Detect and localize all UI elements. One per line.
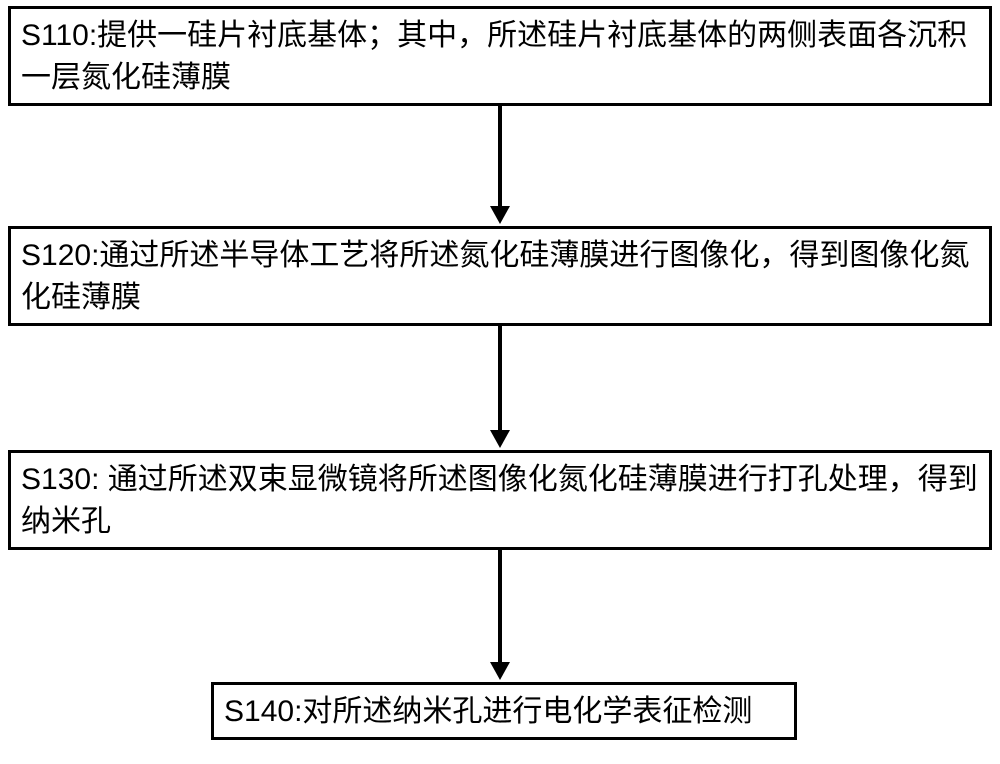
step-s140-text: S140:对所述纳米孔进行电化学表征检测	[224, 695, 752, 728]
arrow-2-line	[498, 326, 502, 430]
step-s130: S130: 通过所述双束显微镜将所述图像化氮化硅薄膜进行打孔处理，得到纳米孔	[8, 450, 992, 550]
flowchart-container: S110:提供一硅片衬底基体；其中，所述硅片衬底基体的两侧表面各沉积一层氮化硅薄…	[0, 0, 1000, 764]
step-s120-text: S120:通过所述半导体工艺将所述氮化硅薄膜进行图像化，得到图像化氮化硅薄膜	[21, 239, 969, 314]
step-s110-text: S110:提供一硅片衬底基体；其中，所述硅片衬底基体的两侧表面各沉积一层氮化硅薄…	[21, 19, 967, 94]
step-s130-text: S130: 通过所述双束显微镜将所述图像化氮化硅薄膜进行打孔处理，得到纳米孔	[21, 463, 978, 538]
arrow-2-head	[490, 430, 510, 448]
arrow-1-head	[490, 206, 510, 224]
arrow-3-head	[490, 662, 510, 680]
arrow-1-line	[498, 106, 502, 206]
step-s140: S140:对所述纳米孔进行电化学表征检测	[211, 682, 797, 740]
step-s120: S120:通过所述半导体工艺将所述氮化硅薄膜进行图像化，得到图像化氮化硅薄膜	[8, 226, 992, 326]
arrow-3-line	[498, 550, 502, 662]
step-s110: S110:提供一硅片衬底基体；其中，所述硅片衬底基体的两侧表面各沉积一层氮化硅薄…	[8, 6, 992, 106]
